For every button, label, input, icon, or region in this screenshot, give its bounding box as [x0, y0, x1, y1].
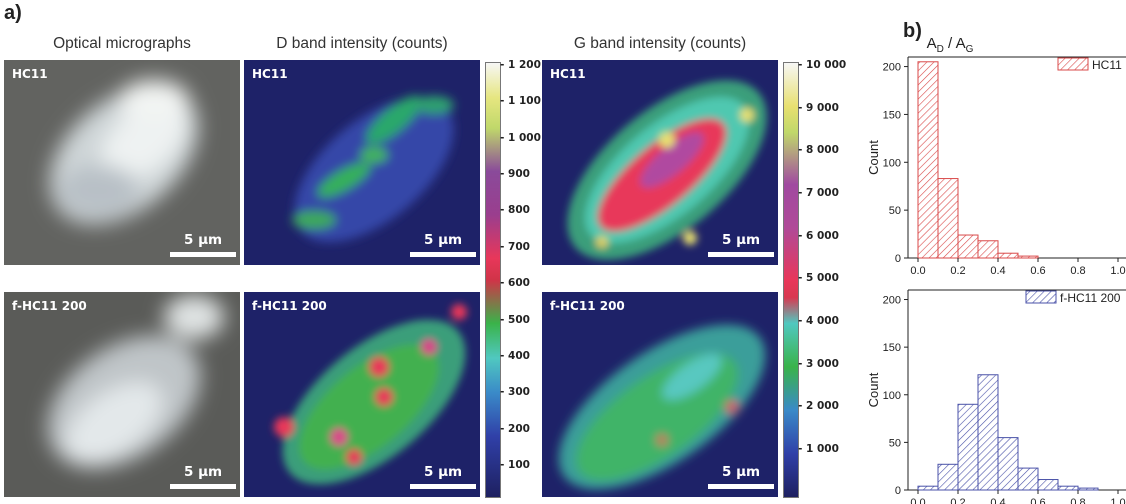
scale-bar-label: 5 µm	[722, 232, 761, 248]
colorbar-tick-label: - 4 000	[798, 315, 839, 327]
optical-micrograph-hc11: HC11 5 µm	[4, 60, 240, 265]
scale-bar	[170, 484, 236, 489]
y-axis-label: Count	[866, 372, 881, 407]
colorbar-tick-label: - 600	[500, 277, 530, 290]
sample-tag: f-HC11 200	[12, 299, 87, 313]
ad-ag-histograms: AD / AG 0 50 100 150 200 0.0 0.2 0.4 0.6 0.8 1.0 Co…	[866, 35, 1126, 504]
legend-swatch	[1057, 57, 1089, 71]
histogram-bar	[1077, 487, 1099, 491]
colorbar-tick-label: - 100	[500, 459, 530, 471]
colorbar-tick-label: - 400	[500, 349, 530, 362]
colorbar-tick-label: - 700	[500, 240, 530, 253]
scale-bar	[708, 252, 774, 257]
histogram-bar	[997, 437, 1019, 491]
x-tick-label: 0.6	[1030, 497, 1045, 504]
colorbar-tick-label: - 200	[500, 422, 530, 435]
y-tick-label: 100	[883, 157, 901, 169]
colorbar-tick-label: - 900	[500, 168, 530, 181]
histogram-bar	[957, 234, 979, 259]
colorbar-tick-label: - 1 100	[500, 95, 541, 108]
g-band-map-hc11: HC11 5 µm	[542, 60, 778, 265]
y-tick-label: 150	[883, 342, 901, 354]
colorbar-tick-label: - 300	[500, 386, 530, 399]
histogram-bar	[1017, 467, 1039, 491]
colorbar-tick-label: - 800	[500, 204, 530, 217]
colorbar-tick-label: - 9 000	[798, 101, 839, 114]
y-tick-label: 0	[895, 485, 901, 497]
colorbar-tick-label: - 2 000	[798, 400, 839, 413]
histogram-bar	[937, 463, 959, 491]
colorbar-tick-label: - 500	[500, 313, 530, 326]
colorbar-tick-label: - 7 000	[798, 187, 839, 199]
sample-tag: f-HC11 200	[252, 299, 327, 313]
x-tick-label: 0.0	[910, 265, 925, 277]
panel-a-label: a)	[4, 2, 22, 24]
y-tick-label: 50	[889, 437, 901, 449]
histogram-title: AD / AG	[927, 35, 974, 55]
colorbar-tick-label: - 10 000	[798, 59, 847, 71]
sample-tag: HC11	[252, 67, 288, 81]
colorbar-tick-label: - 8 000	[798, 144, 839, 157]
x-tick-label: 0.0	[910, 497, 925, 504]
d-band-colorbar	[485, 62, 501, 498]
scale-bar-label: 5 µm	[184, 232, 223, 248]
x-tick-label: 0.2	[950, 265, 965, 277]
sample-tag: HC11	[550, 67, 586, 81]
legend-swatch	[1025, 290, 1057, 304]
legend-label: f-HC11 200	[1060, 291, 1121, 305]
scale-bar-label: 5 µm	[424, 464, 463, 480]
colorbar-tick-label: - 1 000	[500, 131, 541, 144]
legend-label: HC11	[1092, 58, 1122, 72]
histogram-bar	[1017, 255, 1039, 259]
x-tick-label: 1.0	[1110, 497, 1125, 504]
histogram-bar	[1037, 479, 1059, 491]
colorbar-tick-label: - 5 000	[798, 272, 839, 285]
scale-bar	[410, 252, 476, 257]
x-tick-label: 1.0	[1110, 265, 1125, 277]
optical-micrograph-fhc11: f-HC11 200 5 µm	[4, 292, 240, 497]
x-tick-label: 0.4	[990, 497, 1005, 504]
g-band-colorbar	[783, 62, 799, 498]
histogram-bar	[997, 252, 1019, 259]
x-tick-label: 0.8	[1070, 497, 1085, 504]
colorbar-tick-label: - 3 000	[798, 357, 839, 370]
x-tick-label: 0.4	[990, 265, 1005, 277]
optical-column-title: Optical micrographs	[53, 35, 191, 52]
d-band-map-fhc11: f-HC11 200 5 µm	[244, 292, 480, 497]
colorbar-tick-label: - 1 200	[500, 59, 541, 71]
y-tick-label: 200	[883, 295, 901, 307]
d-band-map-hc11: HC11 5 µm	[244, 60, 480, 265]
histogram-bar	[957, 403, 979, 491]
y-tick-label: 100	[883, 390, 901, 402]
x-tick-label: 0.2	[950, 497, 965, 504]
scale-bar	[410, 484, 476, 489]
y-axis-label: Count	[866, 140, 881, 175]
sample-tag: HC11	[12, 67, 48, 81]
colorbar-tick-label: - 6 000	[798, 229, 839, 242]
histogram-bar	[917, 61, 939, 259]
scale-bar-label: 5 µm	[424, 232, 463, 248]
scale-bar-label: 5 µm	[722, 464, 761, 480]
sample-tag: f-HC11 200	[550, 299, 625, 313]
y-tick-label: 150	[883, 109, 901, 121]
y-tick-label: 0	[895, 253, 901, 265]
histogram-bar	[977, 374, 999, 491]
g-band-column-title: G band intensity (counts)	[573, 35, 747, 52]
scale-bar-label: 5 µm	[184, 464, 223, 480]
d-band-column-title: D band intensity (counts)	[276, 35, 448, 52]
scale-bar	[170, 252, 236, 257]
histogram-bar	[917, 485, 939, 491]
x-tick-label: 0.8	[1070, 265, 1085, 277]
scale-bar	[708, 484, 774, 489]
histogram-bar	[977, 240, 999, 259]
panel-b-label: b)	[903, 20, 922, 42]
histogram-bar	[1057, 485, 1079, 491]
y-tick-label: 200	[883, 62, 901, 74]
y-tick-label: 50	[889, 205, 901, 217]
g-band-map-fhc11: f-HC11 200 5 µm	[542, 292, 778, 497]
x-tick-label: 0.6	[1030, 265, 1045, 277]
colorbar-tick-label: - 1 000	[798, 443, 839, 455]
histogram-bar	[937, 178, 959, 259]
